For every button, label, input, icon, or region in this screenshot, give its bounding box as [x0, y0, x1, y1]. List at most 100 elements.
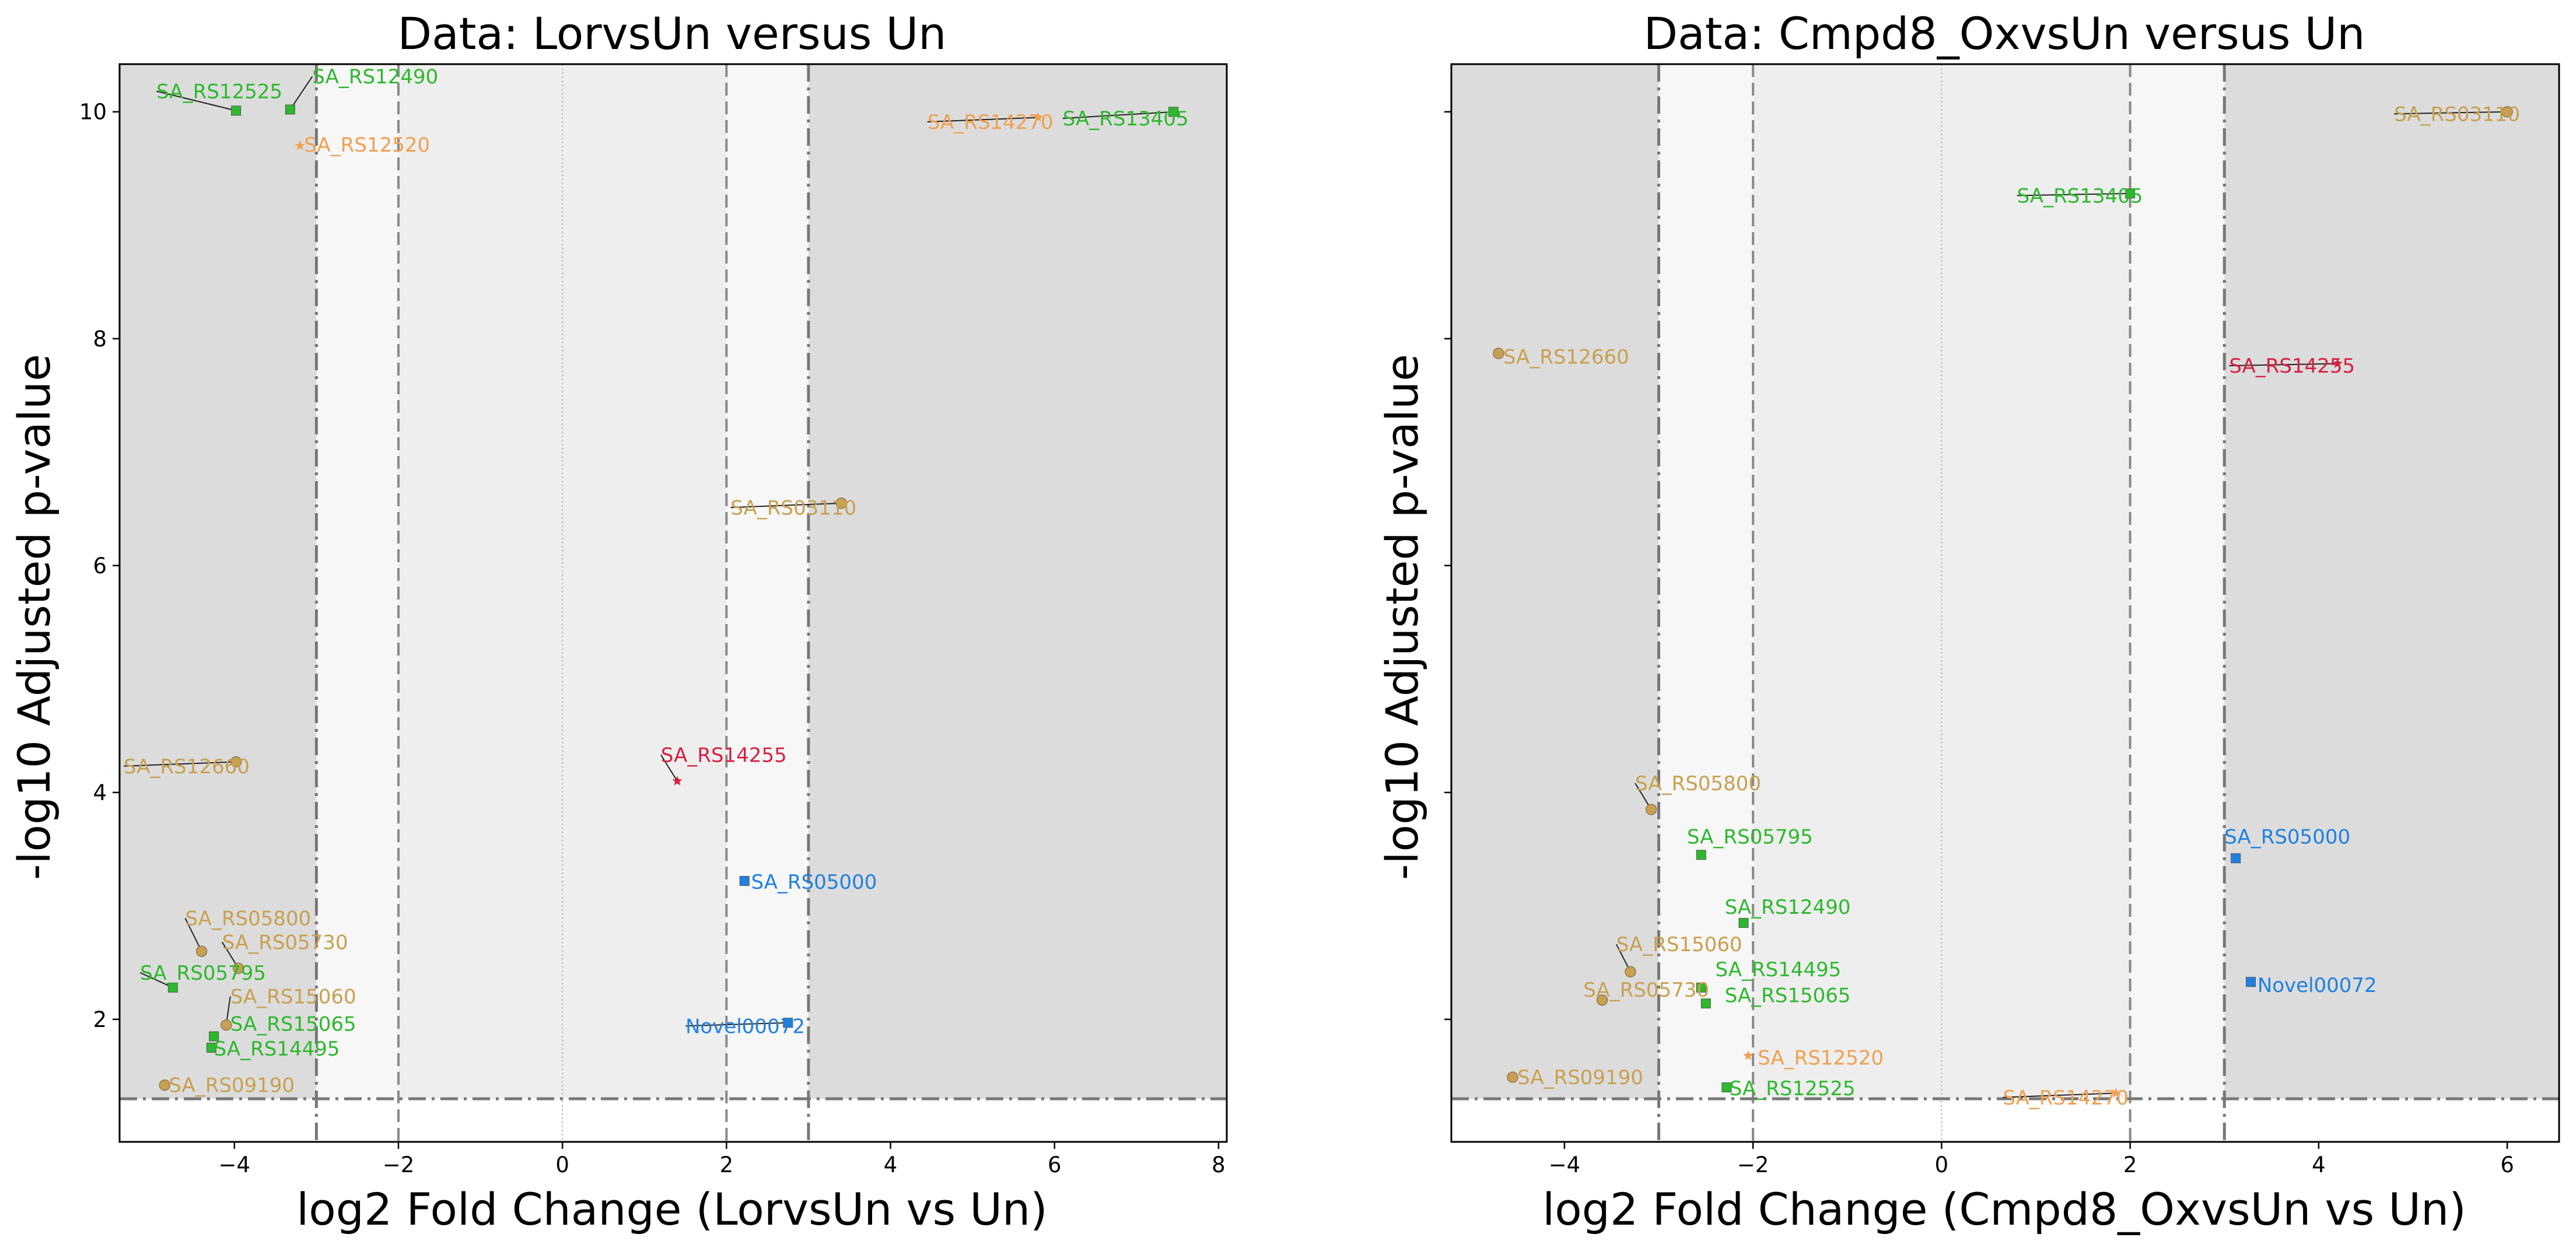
gene-label: SA_RS14255: [661, 744, 787, 767]
gene-label: SA_RS09190: [169, 1074, 295, 1097]
gene-label: SA_RS05795: [140, 962, 266, 985]
data-point: [231, 106, 242, 116]
y-tick-label: 6: [93, 553, 107, 579]
data-point: [1645, 804, 1657, 815]
data-point: [1743, 1050, 1754, 1060]
leader-line: [2017, 192, 2130, 197]
leader-line: [685, 1022, 788, 1027]
volcano-plot-cmpd8-oxvsun: Data: Cmpd8_OxvsUn versus Un log2 Fold C…: [1376, 8, 2560, 1235]
gene-label: SA_RS12520: [1758, 1047, 1884, 1070]
leader-line: [123, 761, 236, 767]
gene-label: SA_RS15065: [230, 1012, 356, 1036]
plot-title: Data: Cmpd8_OxvsUn versus Un: [1644, 8, 2365, 59]
y-tick-label: 8: [93, 327, 107, 352]
data-point: [2501, 106, 2513, 118]
y-tick-label: 2: [93, 1007, 107, 1032]
data-point: [2125, 188, 2136, 199]
data-point: [739, 876, 750, 886]
data-point: [1168, 107, 1179, 117]
x-tick-label: 2: [720, 1152, 734, 1177]
leader-line: [2229, 363, 2338, 367]
gene-label: SA_RS13405: [1063, 107, 1189, 131]
leader-line: [289, 76, 313, 110]
gene-label: SA_RS15065: [1725, 984, 1851, 1008]
gene-label: Novel00072: [2258, 974, 2377, 997]
x-tick-label: 6: [2500, 1152, 2514, 1177]
data-point: [195, 945, 208, 957]
x-axis-label: log2 Fold Change (LorvsUn vs Un): [296, 1183, 1048, 1235]
gene-label: SA_RS09190: [1517, 1066, 1643, 1089]
region-strong-down: [120, 64, 317, 1099]
axes-frame: [118, 63, 1228, 1143]
data-point: [1596, 994, 1608, 1006]
data-point: [206, 1043, 216, 1053]
leader-line: [139, 972, 173, 988]
data-point: [1625, 966, 1636, 977]
gene-label: SA_RS05800: [1635, 772, 1761, 795]
data-point: [2246, 977, 2256, 987]
leader-line: [156, 90, 236, 111]
x-axis-label: log2 Fold Change (Cmpd8_OxvsUn vs Un): [1542, 1183, 2466, 1235]
data-point: [835, 497, 847, 509]
data-point: [1696, 982, 1706, 993]
leader-line: [730, 502, 842, 509]
data-point: [672, 776, 682, 786]
data-point: [1696, 850, 1706, 860]
gene-label: SA_RS03110: [2394, 103, 2520, 126]
data-point: [1700, 998, 1711, 1009]
region-moderate-down: [316, 64, 399, 1099]
gene-label: SA_RS03110: [730, 496, 856, 520]
x-tick-label: 0: [555, 1152, 569, 1177]
gene-label: SA_RS05000: [751, 871, 877, 894]
gene-label: SA_RS14495: [214, 1037, 340, 1061]
gene-label: SA_RS05000: [2224, 825, 2350, 849]
data-point: [1507, 1071, 1518, 1083]
data-point: [1721, 1082, 1732, 1093]
x-tick-label: −2: [1737, 1152, 1769, 1177]
gene-label: SA_RS12490: [312, 65, 438, 89]
data-point: [2332, 358, 2343, 368]
gene-label: SA_RS05800: [185, 907, 311, 930]
gene-label: SA_RS14270: [928, 111, 1054, 134]
data-point: [1033, 112, 1044, 122]
data-point: [2231, 853, 2241, 864]
y-tick-label: 4: [93, 780, 107, 805]
leader-line: [1062, 111, 1174, 120]
region-moderate-up: [2130, 64, 2225, 1099]
x-tick-label: −2: [383, 1152, 415, 1177]
data-point: [209, 1031, 219, 1042]
x-tick-label: 0: [1935, 1152, 1949, 1177]
x-tick-label: −4: [219, 1152, 251, 1177]
leader-line: [2394, 111, 2508, 115]
gene-label: SA_RS12490: [1725, 896, 1851, 919]
gene-label: SA_RS05730: [222, 931, 348, 954]
x-tick-label: 8: [1212, 1152, 1226, 1177]
gene-label: SA_RS05730: [1583, 979, 1709, 1002]
data-point: [1493, 348, 1504, 359]
gene-label: SA_RS15060: [1616, 933, 1742, 956]
gene-label: SA_RS13405: [2017, 184, 2143, 208]
gene-label: SA_RS12660: [124, 755, 250, 779]
data-point: [233, 962, 244, 974]
volcano-plot-lorvsun: Data: LorvsUn versus Un log2 Fold Change…: [8, 8, 1228, 1235]
gene-label: Novel00072: [685, 1015, 805, 1038]
leader-line: [2003, 1092, 2116, 1098]
x-tick-label: 4: [2312, 1152, 2326, 1177]
data-point: [295, 141, 305, 150]
y-axis-label: -log10 Adjusted p-value: [8, 354, 60, 880]
data-point: [220, 1019, 232, 1031]
x-tick-label: 6: [1048, 1152, 1062, 1177]
x-tick-label: 4: [884, 1152, 898, 1177]
region-moderate-down: [1658, 64, 1754, 1099]
axes-frame: [1450, 63, 2560, 1143]
y-axis-label: -log10 Adjusted p-value: [1376, 354, 1428, 880]
data-point: [285, 104, 295, 115]
gene-label: SA_RS12525: [156, 80, 282, 103]
gene-label: SA_RS14495: [1716, 958, 1842, 981]
region-strong-up: [808, 64, 1227, 1099]
y-tick-label: 10: [79, 100, 107, 125]
region-moderate-up: [726, 64, 808, 1099]
gene-label: SA_RS12525: [1730, 1077, 1856, 1100]
region-strong-down: [1451, 64, 1659, 1099]
